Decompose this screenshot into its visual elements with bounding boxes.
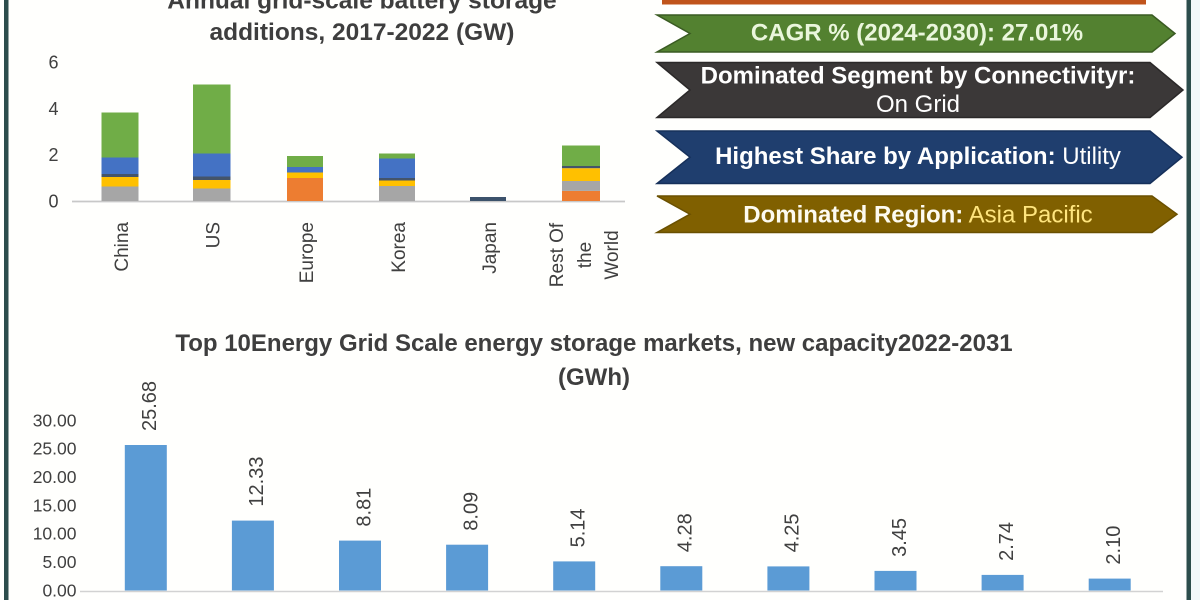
svg-text:0: 0 bbox=[48, 191, 58, 211]
svg-text:2: 2 bbox=[48, 145, 58, 165]
svg-text:25.00: 25.00 bbox=[33, 439, 77, 459]
svg-text:CAGR % (2024-2030): 27.01%: CAGR % (2024-2030): 27.01% bbox=[751, 20, 1083, 47]
svg-text:(GWh): (GWh) bbox=[558, 364, 630, 391]
svg-text:On Grid: On Grid bbox=[876, 91, 960, 118]
svg-text:8.09: 8.09 bbox=[460, 492, 482, 531]
svg-text:Annual grid-scale battery stor: Annual grid-scale battery storage bbox=[167, 0, 556, 15]
svg-text:4.28: 4.28 bbox=[675, 513, 697, 552]
svg-text:5.14: 5.14 bbox=[567, 508, 589, 547]
svg-text:12.33: 12.33 bbox=[246, 457, 268, 507]
svg-text:Dominated Segment by Connectiv: Dominated Segment by Connectivityr: bbox=[701, 63, 1136, 90]
svg-text:Dominated Region: Asia Pacific: Dominated Region: Asia Pacific bbox=[743, 202, 1092, 229]
svg-text:0.00: 0.00 bbox=[42, 580, 76, 600]
svg-text:6: 6 bbox=[48, 53, 58, 73]
svg-text:25.68: 25.68 bbox=[139, 381, 161, 431]
svg-text:Highest Share by Application:: Highest Share by Application: Utility bbox=[715, 143, 1121, 170]
svg-text:China: China bbox=[112, 222, 133, 272]
svg-text:additions, 2017-2022 (GW): additions, 2017-2022 (GW) bbox=[210, 19, 515, 46]
svg-text:Top 10Energy Grid Scale energy: Top 10Energy Grid Scale energy storage m… bbox=[175, 330, 1012, 357]
svg-text:US: US bbox=[204, 222, 225, 248]
svg-text:3.45: 3.45 bbox=[889, 518, 911, 557]
svg-text:Rest Of: Rest Of bbox=[547, 222, 568, 287]
svg-text:Korea: Korea bbox=[389, 222, 410, 273]
svg-text:4.25: 4.25 bbox=[782, 513, 804, 552]
svg-text:10.00: 10.00 bbox=[33, 524, 77, 544]
svg-text:Japan: Japan bbox=[480, 222, 501, 274]
svg-text:2.10: 2.10 bbox=[1103, 526, 1125, 565]
svg-text:2.74: 2.74 bbox=[996, 522, 1018, 561]
svg-text:World: World bbox=[602, 230, 623, 279]
svg-text:30.00: 30.00 bbox=[33, 410, 77, 430]
svg-text:4: 4 bbox=[48, 99, 58, 119]
svg-text:the: the bbox=[575, 242, 596, 268]
svg-text:5.00: 5.00 bbox=[42, 552, 76, 572]
svg-text:8.81: 8.81 bbox=[353, 488, 375, 527]
svg-text:20.00: 20.00 bbox=[33, 467, 77, 487]
svg-text:15.00: 15.00 bbox=[33, 495, 77, 515]
svg-text:Europe: Europe bbox=[297, 222, 318, 283]
